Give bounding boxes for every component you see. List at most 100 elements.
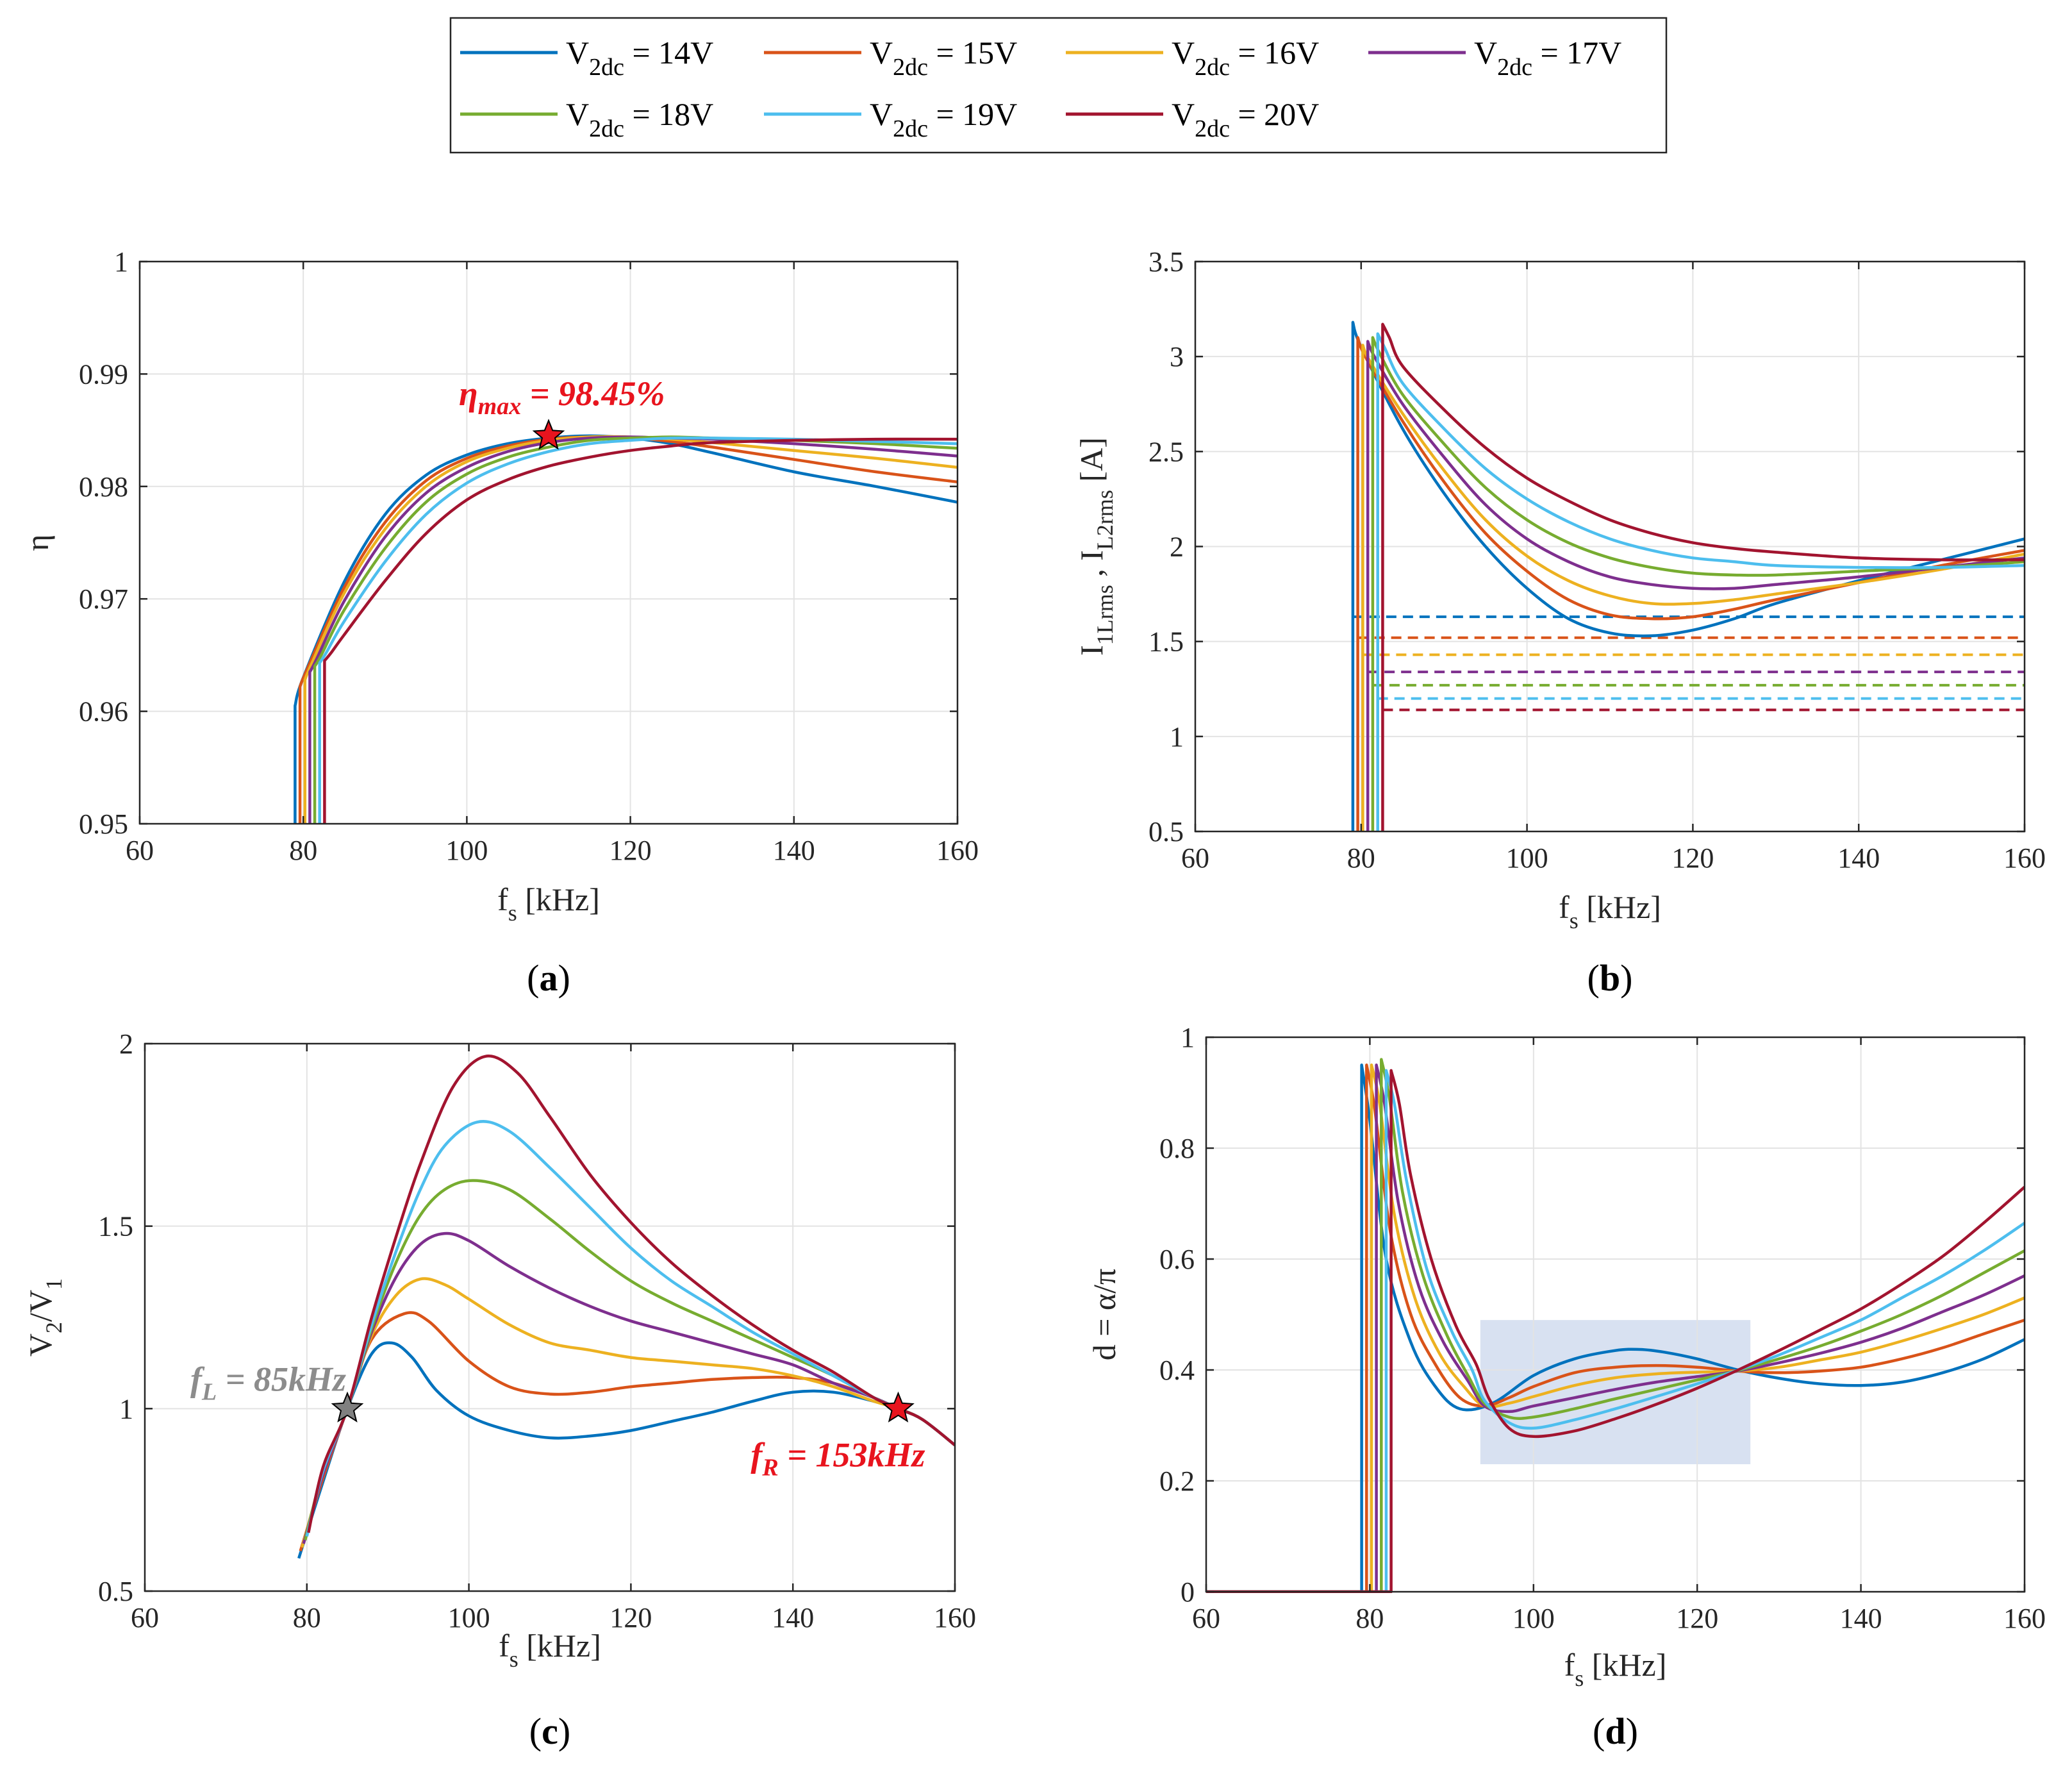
y-label-sub: 2 bbox=[41, 1322, 67, 1333]
x-label-main: f bbox=[497, 881, 508, 917]
y-tick-label: 0.98 bbox=[79, 471, 128, 503]
x-label-main: f bbox=[1564, 1647, 1575, 1683]
data-layer bbox=[1206, 1058, 2025, 1593]
series-line bbox=[1376, 332, 2025, 831]
annotation-main: η bbox=[459, 374, 478, 413]
x-tick-label: 60 bbox=[1181, 842, 1209, 874]
y-axis-label: I1Lrms , IL2rms [A] bbox=[1073, 437, 1118, 656]
y-label-part: , I bbox=[1073, 550, 1109, 585]
panel-paren: ) bbox=[1626, 1710, 1638, 1752]
y-axis-label: η bbox=[19, 534, 55, 551]
y-tick-label: 1.5 bbox=[1148, 626, 1184, 658]
y-axis-label: d = α/π bbox=[1086, 1269, 1122, 1361]
legend-label: V2dc = 16V bbox=[1172, 35, 1319, 81]
x-tick-label: 60 bbox=[126, 835, 154, 866]
x-tick-label: 100 bbox=[448, 1602, 490, 1633]
y-tick-label: 1 bbox=[114, 246, 128, 278]
x-tick-label: 160 bbox=[2003, 1603, 2046, 1634]
annotation-sub: max bbox=[478, 393, 522, 420]
legend-sub: 2dc bbox=[1497, 54, 1532, 81]
panel-paren: ) bbox=[1620, 957, 1632, 999]
legend-label: V2dc = 20V bbox=[1172, 96, 1319, 142]
legend-sub: 2dc bbox=[1195, 54, 1230, 81]
y-tick-label: 0.5 bbox=[98, 1576, 133, 1607]
panel-paren: ) bbox=[558, 957, 570, 999]
legend-sub: 2dc bbox=[893, 115, 928, 142]
panel-letter: d bbox=[1605, 1710, 1625, 1752]
legend-label: V2dc = 15V bbox=[870, 35, 1017, 81]
x-label-rest: [kHz] bbox=[1584, 1647, 1666, 1683]
legend-symbol: V bbox=[870, 96, 893, 132]
legend-sub: 2dc bbox=[893, 54, 928, 81]
x-tick-label: 80 bbox=[1355, 1603, 1384, 1634]
panel-paren: ( bbox=[527, 957, 539, 999]
chart-panel-b: 60 80 100 120 140 160 0.5 1 1.5 2 2.5 3 3.5 fs [kHz] I… bbox=[1073, 246, 2046, 999]
x-tick-label: 140 bbox=[773, 835, 815, 866]
x-label-rest: [kHz] bbox=[1579, 889, 1661, 925]
x-label-sub: s bbox=[510, 1646, 518, 1672]
panel-label: (a) bbox=[527, 957, 570, 999]
y-tick-label: 1.5 bbox=[98, 1211, 133, 1242]
legend-label: V2dc = 17V bbox=[1474, 35, 1621, 81]
annotation-main: f bbox=[190, 1360, 205, 1398]
legend: V2dc = 14V V2dc = 15V V2dc = 16V V2dc = 17V… bbox=[449, 17, 1668, 154]
x-tick-label: 60 bbox=[131, 1602, 159, 1633]
y-label-text: d = α/π bbox=[1086, 1269, 1122, 1361]
x-tick-label: 120 bbox=[609, 835, 652, 866]
y-label-sub: 1 bbox=[41, 1278, 67, 1290]
chart-panel-d: 60 80 100 120 140 160 0 0.2 0.4 0.6 0.8 1 fs [kHz] d … bbox=[1086, 1022, 2046, 1752]
x-label-sub: s bbox=[1570, 908, 1579, 933]
x-tick-label: 120 bbox=[609, 1602, 652, 1633]
star-marker bbox=[882, 1391, 915, 1423]
x-tick-label: 80 bbox=[293, 1602, 321, 1633]
y-axis-label: V2/V1 bbox=[22, 1278, 67, 1356]
series-line bbox=[1206, 1064, 2025, 1593]
series-line bbox=[1361, 344, 2025, 831]
y-tick-label: 1 bbox=[1181, 1022, 1195, 1053]
series-line bbox=[1381, 322, 2025, 831]
legend-label: V2dc = 14V bbox=[566, 35, 713, 81]
x-label-main: f bbox=[1559, 889, 1570, 925]
chart-panel-a: 60 80 100 120 140 160 0.95 0.96 0.97 0.98 0.99 1 fs … bbox=[19, 246, 979, 999]
x-label-rest: [kHz] bbox=[517, 881, 600, 917]
panel-label: (b) bbox=[1587, 957, 1633, 999]
panel-paren: ( bbox=[1593, 1710, 1605, 1752]
series-line bbox=[1206, 1064, 2025, 1593]
x-label-sub: s bbox=[1575, 1665, 1584, 1691]
marker-annotation: ηmax = 98.45% bbox=[459, 374, 665, 420]
axes-box bbox=[1205, 1036, 2026, 1593]
highlight-region bbox=[1480, 1320, 1751, 1465]
legend-symbol: V bbox=[870, 35, 893, 71]
axes-box bbox=[144, 1042, 956, 1592]
y-tick-label: 0.2 bbox=[1159, 1465, 1195, 1497]
series-line bbox=[307, 1055, 955, 1533]
legend-value: = 16V bbox=[1230, 35, 1319, 71]
y-tick-label: 0.5 bbox=[1148, 816, 1184, 847]
marker-annotation: fL = 85kHz bbox=[190, 1360, 346, 1405]
y-tick-label: 0.6 bbox=[1159, 1244, 1195, 1275]
legend-label: V2dc = 19V bbox=[870, 96, 1017, 142]
x-axis-label: fs [kHz] bbox=[497, 881, 600, 926]
y-tick-label: 2 bbox=[119, 1028, 133, 1060]
marker-annotation: fR = 153kHz bbox=[750, 1435, 925, 1481]
legend-value: = 20V bbox=[1230, 96, 1319, 132]
series-line bbox=[323, 437, 957, 824]
x-label-rest: [kHz] bbox=[518, 1628, 601, 1664]
axes-box bbox=[138, 260, 959, 825]
legend-value: = 14V bbox=[624, 35, 713, 71]
data-layer bbox=[1351, 321, 2025, 831]
plot-area bbox=[140, 262, 957, 824]
annotation-main: f bbox=[750, 1435, 765, 1474]
y-tick-label: 2.5 bbox=[1148, 436, 1184, 467]
series-line bbox=[1351, 321, 2025, 831]
legend-symbol: V bbox=[1172, 96, 1195, 132]
x-tick-label: 140 bbox=[1837, 842, 1880, 874]
x-tick-label: 100 bbox=[445, 835, 488, 866]
y-tick-label: 0.97 bbox=[79, 583, 128, 615]
star-marker bbox=[331, 1391, 364, 1423]
y-tick-label: 0.4 bbox=[1159, 1355, 1195, 1386]
x-tick-label: 80 bbox=[289, 835, 317, 866]
y-tick-label: 3 bbox=[1170, 341, 1184, 372]
x-tick-label: 120 bbox=[1676, 1603, 1718, 1634]
x-tick-label: 160 bbox=[2003, 842, 2046, 874]
